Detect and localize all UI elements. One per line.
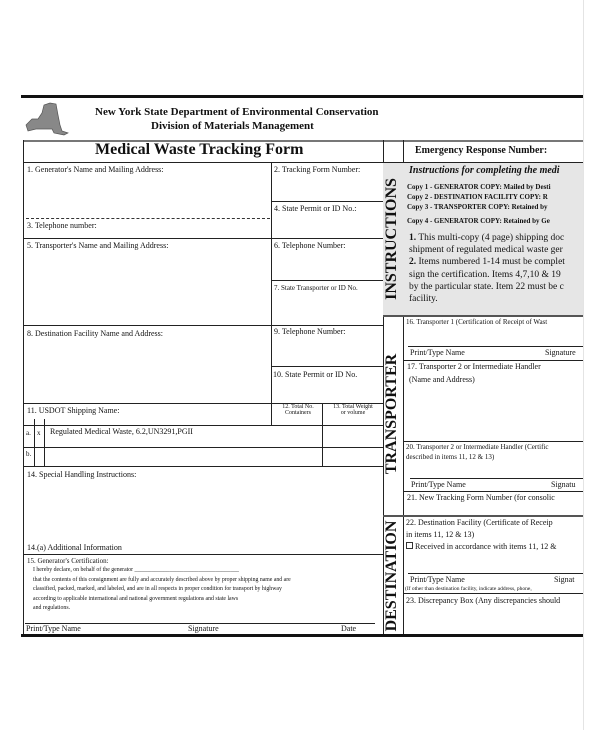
tracking-number-field[interactable]: 2. Tracking Form Number: bbox=[274, 165, 361, 174]
top-rule bbox=[21, 95, 591, 98]
transporter-id-field[interactable]: 7. State Transporter or ID No. bbox=[274, 284, 358, 292]
transporter-name-field[interactable]: 5. Transporter's Name and Mailing Addres… bbox=[27, 241, 169, 250]
transporter-telephone-field[interactable]: 6. Telephone Number: bbox=[274, 241, 346, 250]
state-permit-field[interactable]: 4. State Permit or ID No.: bbox=[274, 204, 357, 213]
certification-text: I hereby declare, on behalf of the gener… bbox=[33, 567, 291, 612]
instructions-heading: Instructions for completing the medi bbox=[409, 165, 560, 176]
signature-label: Signature bbox=[545, 348, 576, 357]
name-address-label: (Name and Address) bbox=[409, 375, 475, 384]
row-a-shipping-name[interactable]: Regulated Medical Waste, 6.2,UN3291,PGII bbox=[50, 427, 193, 436]
generator-name-field[interactable]: 1. Generator's Name and Mailing Address: bbox=[27, 165, 164, 174]
destination-permit-field[interactable]: 10. State Permit or ID No. bbox=[273, 370, 358, 379]
dashed-separator bbox=[26, 218, 270, 219]
copy-list: Copy 1 - GENERATOR COPY: Mailed by Desti… bbox=[407, 183, 551, 225]
total-weight-label: 13. Total Weight or volume bbox=[333, 404, 373, 416]
agency-name: New York State Department of Environment… bbox=[95, 106, 379, 118]
form-title: Medical Waste Tracking Form bbox=[95, 141, 304, 158]
division-name: Division of Materials Management bbox=[151, 120, 314, 132]
destination-facility-field[interactable]: 8. Destination Facility Name and Address… bbox=[27, 329, 163, 338]
signature-label: Signatu bbox=[551, 480, 576, 489]
destination-certification-field[interactable]: 22. Destination Facility (Certificate of… bbox=[406, 518, 553, 527]
row-b-label: b. bbox=[26, 450, 32, 458]
additional-info-field[interactable]: 14.(a) Additional Information bbox=[27, 543, 122, 552]
special-handling-field[interactable]: 14. Special Handling Instructions: bbox=[27, 470, 137, 479]
transporter-section-label: TRANSPORTER bbox=[383, 353, 400, 475]
checkbox-icon[interactable] bbox=[406, 542, 413, 549]
telephone-field[interactable]: 3. Telephone number: bbox=[27, 221, 97, 230]
right-page-edge bbox=[583, 0, 600, 730]
print-name-label: Print/Type Name bbox=[26, 624, 81, 633]
signature-label: Signat bbox=[554, 575, 575, 584]
instructions-section-label: INSTRUCTIONS bbox=[383, 178, 400, 300]
ny-state-map-logo bbox=[25, 102, 69, 136]
other-facility-note: (If other than destination facility, ind… bbox=[405, 586, 532, 592]
usdot-shipping-name-label: 11. USDOT Shipping Name: bbox=[27, 406, 120, 415]
destination-section-label: DESTINATION bbox=[383, 520, 400, 632]
instructions-panel bbox=[383, 163, 583, 315]
new-tracking-number-field[interactable]: 21. New Tracking Form Number (for consol… bbox=[407, 493, 555, 502]
emergency-response-label: Emergency Response Number: bbox=[415, 145, 548, 156]
destination-telephone-field[interactable]: 9. Telephone Number: bbox=[274, 327, 346, 336]
received-checkbox[interactable]: Received in accordance with items 11, 12… bbox=[406, 542, 556, 551]
bottom-rule bbox=[21, 634, 591, 637]
date-label: Date bbox=[341, 624, 357, 633]
signature-label: Signature bbox=[188, 624, 219, 633]
transporter2-certification-field[interactable]: 20. Transporter 2 or Intermediate Handle… bbox=[406, 443, 549, 451]
items-described-label: described in items 11, 12 & 13) bbox=[406, 453, 495, 461]
row-a-label: a. bbox=[26, 429, 31, 437]
instruction-steps: 1. This multi-copy (4 page) shipping doc… bbox=[409, 233, 565, 305]
discrepancy-box-field[interactable]: 23. Discrepancy Box (Any discrepancies s… bbox=[406, 596, 561, 605]
transporter1-certification-field[interactable]: 16. Transporter 1 (Certification of Rece… bbox=[406, 318, 548, 326]
print-name-label: Print/Type Name bbox=[410, 348, 465, 357]
print-name-label: Print/Type Name bbox=[410, 575, 465, 584]
generator-certification-label: 15. Generator's Certification: bbox=[27, 557, 109, 565]
print-name-label: Print/Type Name bbox=[411, 480, 466, 489]
row-a-hm-mark[interactable]: x bbox=[37, 429, 41, 437]
transporter2-field[interactable]: 17. Transporter 2 or Intermediate Handle… bbox=[407, 362, 541, 371]
total-containers-label: 12. Total No. Containers bbox=[282, 404, 314, 416]
items-label: in items 11, 12 & 13) bbox=[406, 530, 475, 539]
